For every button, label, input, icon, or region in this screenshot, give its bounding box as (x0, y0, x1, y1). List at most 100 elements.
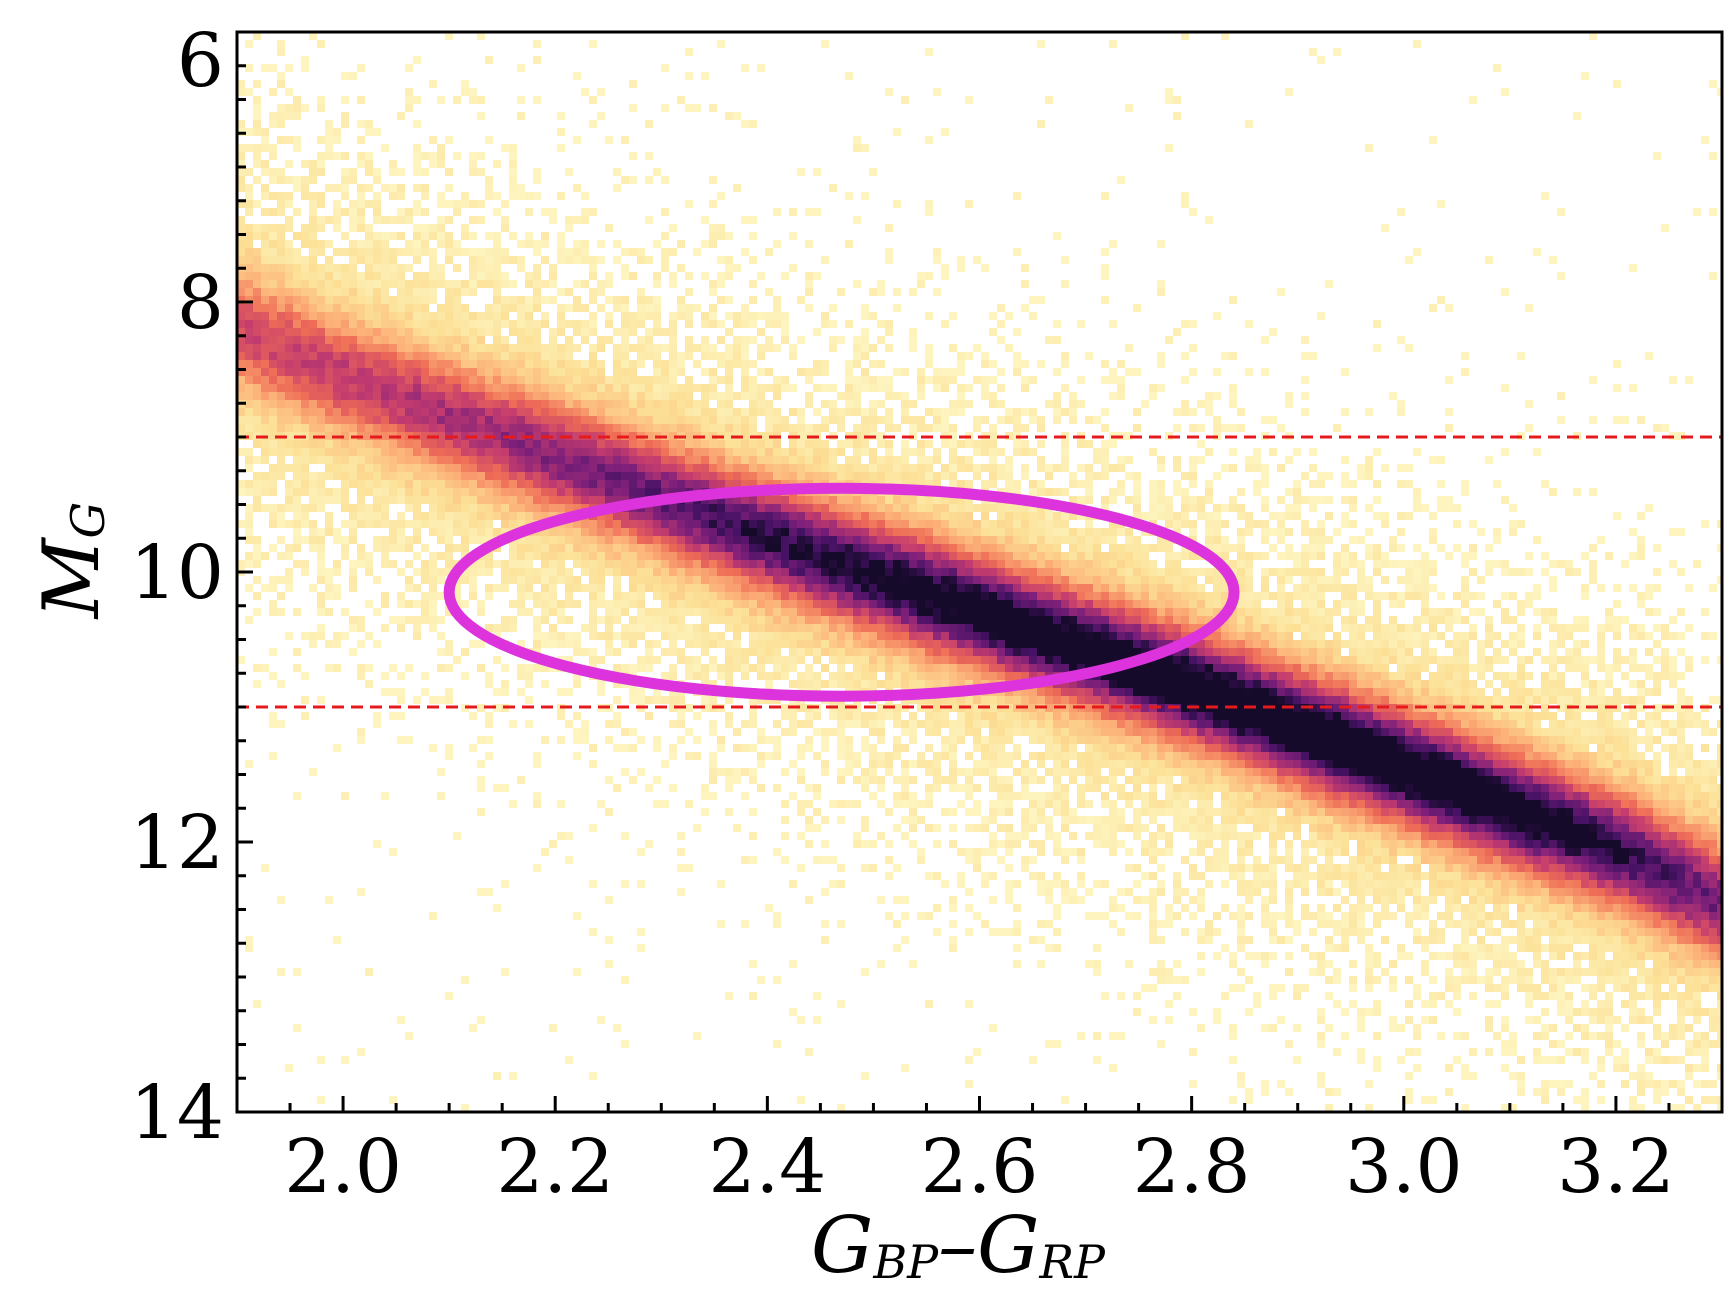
density-cell (669, 344, 677, 352)
density-cell (861, 648, 869, 656)
density-cell (781, 560, 789, 568)
density-cell (973, 760, 981, 768)
density-cell (269, 344, 277, 352)
density-cell (797, 648, 805, 656)
density-cell (813, 208, 821, 216)
density-cell (253, 328, 261, 336)
density-cell (685, 456, 693, 464)
density-cell (581, 240, 589, 248)
density-cell (421, 448, 429, 456)
density-cell (301, 672, 309, 680)
density-cell (565, 856, 573, 864)
density-cell (589, 744, 597, 752)
density-cell (253, 304, 261, 312)
density-cell (333, 568, 341, 576)
density-cell (949, 544, 957, 552)
density-cell (453, 344, 461, 352)
density-cell (589, 368, 597, 376)
density-cell (805, 648, 813, 656)
density-cell (757, 384, 765, 392)
density-cell (989, 576, 997, 584)
density-cell (757, 408, 765, 416)
density-cell (845, 464, 853, 472)
density-cell (565, 288, 573, 296)
density-cell (989, 760, 997, 768)
density-cell (645, 840, 653, 848)
density-cell (525, 336, 533, 344)
density-cell (829, 880, 837, 888)
density-cell (725, 312, 733, 320)
density-cell (277, 80, 285, 88)
density-cell (541, 400, 549, 408)
density-cell (597, 528, 605, 536)
density-cell (805, 712, 813, 720)
density-cell (541, 600, 549, 608)
density-cell (741, 392, 749, 400)
density-cell (701, 592, 709, 600)
density-cell (509, 184, 517, 192)
density-cell (597, 592, 605, 600)
density-cell (845, 408, 853, 416)
density-cell (565, 344, 573, 352)
density-cell (325, 496, 333, 504)
density-cell (613, 416, 621, 424)
density-cell (485, 520, 493, 528)
density-cell (709, 472, 717, 480)
density-cell (397, 520, 405, 528)
density-cell (373, 336, 381, 344)
density-cell (957, 496, 965, 504)
density-cell (557, 360, 565, 368)
density-cell (245, 352, 253, 360)
density-cell (589, 472, 597, 480)
density-cell (309, 224, 317, 232)
density-cell (373, 384, 381, 392)
density-cell (725, 552, 733, 560)
density-cell (853, 776, 861, 784)
density-cell (941, 408, 949, 416)
density-cell (957, 392, 965, 400)
density-cell (957, 800, 965, 808)
density-cell (973, 704, 981, 712)
density-cell (845, 584, 853, 592)
density-cell (629, 688, 637, 696)
density-cell (405, 64, 413, 72)
density-cell (325, 392, 333, 400)
density-cell (885, 512, 893, 520)
density-cell (685, 600, 693, 608)
density-cell (421, 544, 429, 552)
density-cell (469, 576, 477, 584)
density-cell (653, 424, 661, 432)
density-cell (837, 640, 845, 648)
density-cell (773, 920, 781, 928)
density-cell (757, 784, 765, 792)
density-cell (501, 968, 509, 976)
density-cell (637, 592, 645, 600)
density-cell (389, 296, 397, 304)
density-cell (757, 456, 765, 464)
density-cell (269, 168, 277, 176)
density-cell (557, 736, 565, 744)
density-cell (901, 560, 909, 568)
density-cell (709, 456, 717, 464)
density-cell (461, 376, 469, 384)
density-cell (405, 296, 413, 304)
density-cell (853, 536, 861, 544)
density-cell (309, 360, 317, 368)
density-cell (821, 496, 829, 504)
density-cell (309, 288, 317, 296)
density-cell (941, 440, 949, 448)
density-cell (277, 456, 285, 464)
density-cell (469, 344, 477, 352)
density-cell (661, 800, 669, 808)
density-cell (253, 296, 261, 304)
density-cell (517, 112, 525, 120)
density-cell (941, 880, 949, 888)
density-cell (381, 368, 389, 376)
density-cell (949, 664, 957, 672)
density-cell (445, 448, 453, 456)
density-cell (285, 552, 293, 560)
density-cell (317, 424, 325, 432)
density-cell (469, 488, 477, 496)
density-cell (677, 504, 685, 512)
density-cell (261, 408, 269, 416)
